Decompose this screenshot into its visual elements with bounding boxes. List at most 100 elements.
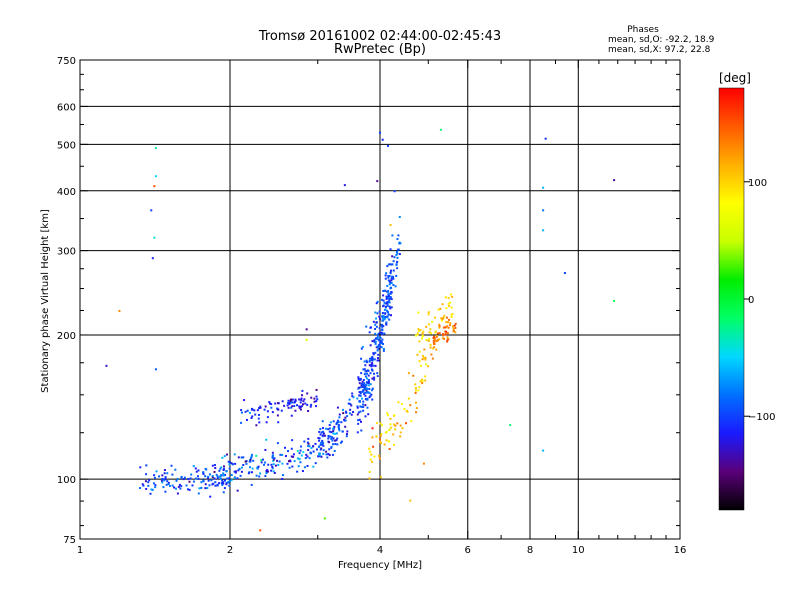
data-point [436,339,439,342]
data-point [414,387,417,390]
data-point [299,445,302,448]
data-point [388,297,391,300]
data-point [322,432,325,435]
data-point [335,432,338,435]
data-point [373,376,376,379]
data-point [245,462,248,465]
data-point [342,412,345,415]
data-point [327,428,330,431]
data-point [186,488,189,491]
data-point [286,462,289,465]
data-point [414,383,417,386]
data-point [381,298,384,301]
data-point [277,402,280,405]
data-point [291,405,294,408]
data-point [373,340,376,343]
data-point [385,439,388,442]
data-point [171,484,174,487]
data-point [391,234,394,237]
data-point [204,487,207,490]
data-point [317,437,320,440]
data-point [371,389,374,392]
data-point [318,452,321,455]
data-point [345,433,348,436]
data-point [380,341,383,344]
data-point [215,473,218,476]
data-point [386,315,389,318]
data-point [246,409,249,412]
data-point [322,452,325,455]
data-point [222,482,225,485]
x-tick-label: 16 [674,545,687,556]
data-point [450,313,453,316]
data-point [425,325,428,328]
data-point [315,388,318,391]
data-point [364,375,367,378]
data-point [359,405,362,408]
data-point [395,274,398,277]
data-point [384,317,387,320]
data-point [330,437,333,440]
data-point [371,436,374,439]
data-point [250,417,253,420]
data-point [376,359,379,362]
data-point [139,487,142,490]
data-point [347,402,350,405]
data-point [361,390,364,393]
data-point [374,364,377,367]
data-point [348,412,351,415]
data-point [310,447,313,450]
data-point [390,306,393,309]
data-point [196,475,199,478]
data-point [328,454,331,457]
data-point [194,477,197,480]
data-point [270,406,273,409]
data-point [387,276,390,279]
data-point [363,382,366,385]
data-point [373,372,376,375]
data-point [454,326,457,329]
data-point [331,427,334,430]
data-point [298,458,301,461]
data-point [315,405,318,408]
data-point [368,447,371,450]
data-point [307,410,310,413]
data-point [202,473,205,476]
data-point [244,460,247,463]
data-point [446,340,449,343]
data-point [388,305,391,308]
data-point [392,269,395,272]
data-point [401,427,404,430]
data-point [439,128,442,131]
data-point [321,439,324,442]
data-point [370,453,373,456]
data-point [375,422,378,425]
x-tick-label: 8 [527,545,533,556]
data-point [356,431,359,434]
data-point [242,456,245,459]
data-point [370,365,373,368]
data-point [369,450,372,453]
data-point [409,499,412,502]
data-point [164,478,167,481]
data-point [435,335,438,338]
data-point [264,475,267,478]
data-point [277,421,280,424]
data-point [383,289,386,292]
data-point [270,463,273,466]
data-point [385,309,388,312]
data-point [332,432,335,435]
data-point [289,459,292,462]
data-point [423,348,426,351]
data-point [344,410,347,413]
data-point [437,308,440,311]
data-point [233,453,236,456]
data-point [317,445,320,448]
data-point [304,402,307,405]
data-point [367,382,370,385]
data-point [321,443,324,446]
data-point [431,320,434,323]
data-point [377,347,380,350]
data-point [397,401,400,404]
data-point [238,468,241,471]
